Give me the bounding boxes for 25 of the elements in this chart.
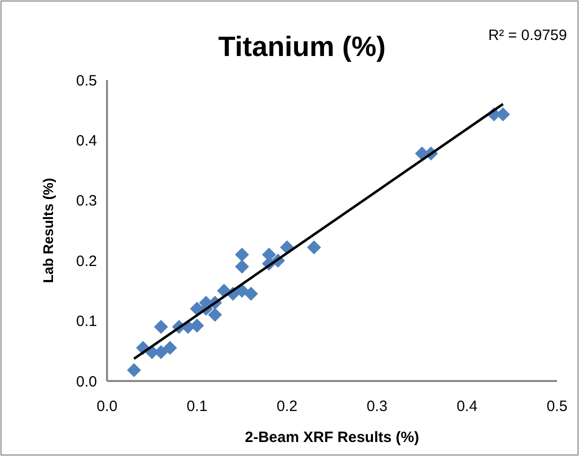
x-tick-label: 0.0: [96, 398, 118, 415]
y-tick-label: 0.0: [76, 373, 97, 390]
y-tick-label: 0.5: [76, 72, 97, 90]
y-axis-title: Lab Results (%): [40, 178, 56, 284]
point: [235, 260, 249, 274]
x-tick-label: 0.4: [456, 398, 478, 415]
point: [244, 286, 258, 301]
point: [208, 308, 222, 322]
point: [127, 363, 141, 378]
point: [235, 248, 249, 262]
x-tick-label: 0.3: [366, 398, 388, 415]
y-tick-label: 0.1: [76, 313, 97, 330]
point: [190, 318, 204, 333]
y-tick-label: 0.3: [76, 192, 97, 210]
y-tick-label: 0.4: [76, 132, 97, 150]
x-tick-label: 0.2: [276, 398, 298, 415]
x-tick-label: 0.5: [546, 398, 568, 415]
point: [307, 240, 321, 254]
point: [154, 320, 168, 334]
chart-title: Titanium (%): [218, 31, 386, 62]
x-tick-label: 0.1: [186, 398, 208, 415]
text: R² = 0.9759: [488, 27, 567, 44]
x-axis-title: 2-Beam XRF Results (%): [244, 429, 420, 446]
y-tick-label: 0.2: [76, 252, 97, 270]
point: [163, 340, 177, 355]
